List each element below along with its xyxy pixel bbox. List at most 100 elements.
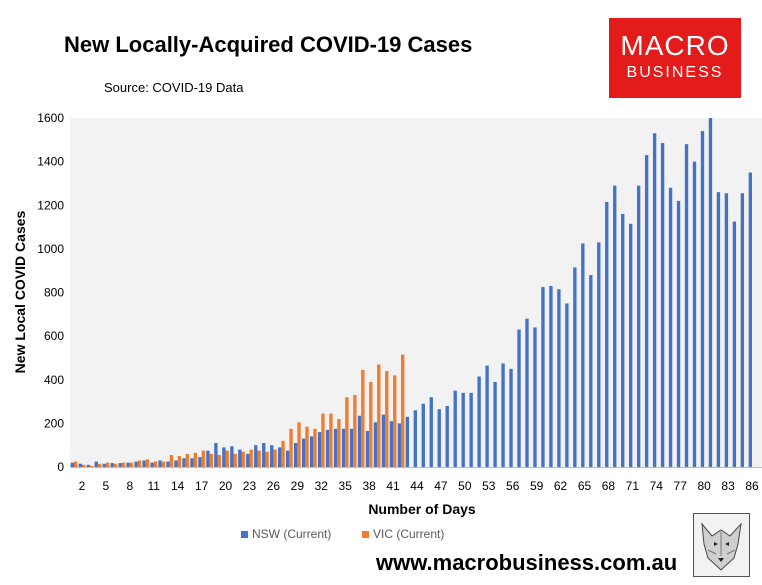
nsw-bar-day-13 (166, 461, 170, 467)
y-tick-label: 1200 (37, 198, 64, 212)
nsw-bar-day-20 (222, 447, 226, 467)
nsw-bar-day-72 (636, 185, 641, 467)
vic-bar-day-18 (209, 453, 213, 467)
nsw-bar-day-8 (126, 462, 130, 467)
nsw-bar-day-31 (309, 436, 314, 467)
legend-label-vic: VIC (Current) (373, 527, 444, 541)
y-tick-label: 1000 (37, 242, 64, 256)
x-tick-label: 77 (674, 479, 688, 493)
x-tick-label: 2 (79, 479, 86, 493)
vic-bar-day-33 (329, 413, 333, 467)
x-tick-label: 50 (458, 479, 472, 493)
wolf-logo-icon (693, 513, 750, 577)
nsw-bar-day-29 (293, 443, 298, 467)
x-axis-label: Number of Days (368, 501, 476, 517)
nsw-bar-day-44 (413, 410, 417, 467)
vic-bar-day-27 (281, 440, 285, 467)
legend-swatch-vic (362, 531, 369, 538)
vic-bar-day-13 (169, 455, 174, 467)
nsw-bar-day-37 (357, 415, 362, 467)
vic-bar-day-41 (393, 375, 397, 467)
nsw-bar-day-65 (581, 243, 585, 467)
nsw-bar-day-9 (134, 461, 138, 467)
nsw-bar-day-73 (644, 155, 649, 467)
chart-source: Source: COVID-19 Data (104, 80, 244, 95)
nsw-bar-day-67 (597, 242, 601, 467)
vic-bar-day-2 (81, 464, 86, 467)
nsw-bar-day-79 (692, 161, 697, 468)
bars (70, 118, 753, 468)
nsw-bar-day-7 (118, 463, 122, 467)
x-tick-label: 80 (697, 479, 711, 493)
vic-bar-day-39 (377, 364, 381, 467)
nsw-bar-day-15 (182, 458, 186, 467)
nsw-bar-day-56 (509, 368, 513, 467)
nsw-bar-day-28 (286, 450, 290, 467)
vic-bar-day-25 (265, 451, 269, 467)
vic-bar-day-42 (401, 354, 405, 467)
nsw-bar-day-43 (405, 416, 410, 467)
x-tick-label: 26 (267, 479, 281, 493)
nsw-bar-day-41 (389, 421, 394, 467)
nsw-bar-day-82 (716, 192, 721, 467)
vic-bar-day-20 (225, 450, 229, 467)
vic-bar-day-3 (89, 465, 94, 467)
vic-bar-day-37 (361, 369, 365, 467)
vic-bar-day-9 (137, 460, 142, 467)
nsw-bar-day-50 (461, 392, 465, 467)
vic-bar-day-14 (177, 456, 182, 467)
nsw-bar-day-38 (365, 431, 370, 467)
nsw-bar-day-14 (174, 460, 178, 467)
vic-bar-day-6 (113, 463, 118, 467)
vic-bar-day-26 (273, 449, 277, 467)
nsw-bar-day-4 (94, 461, 98, 467)
vic-bar-day-7 (121, 462, 126, 467)
nsw-bar-day-35 (341, 428, 346, 467)
x-tick-label: 65 (578, 479, 592, 493)
nsw-bar-day-81 (708, 118, 713, 467)
nsw-bar-day-86 (748, 172, 753, 467)
y-tick-label: 0 (57, 460, 64, 474)
x-tick-label: 41 (386, 479, 400, 493)
nsw-bar-day-71 (629, 223, 633, 467)
x-tick-label: 44 (410, 479, 424, 493)
logo-line-1: MACRO (620, 30, 730, 61)
nsw-bar-day-59 (533, 327, 537, 467)
x-tick-label: 8 (126, 479, 133, 493)
y-tick-label: 1600 (37, 111, 64, 125)
nsw-bar-day-76 (668, 187, 673, 468)
x-tick-label: 17 (195, 479, 209, 493)
nsw-bar-day-42 (397, 423, 402, 468)
nsw-bar-day-23 (246, 453, 250, 467)
vic-bar-day-24 (257, 450, 261, 467)
vic-bar-day-15 (185, 453, 190, 467)
vic-bar-day-28 (289, 428, 293, 467)
nsw-bar-day-53 (485, 365, 489, 467)
vic-bar-day-38 (369, 381, 373, 467)
nsw-bar-day-64 (573, 267, 577, 467)
nsw-bar-day-46 (429, 397, 433, 467)
y-axis-label: New Local COVID Cases (12, 210, 28, 373)
nsw-bar-day-57 (517, 329, 521, 467)
x-tick-label: 23 (243, 479, 257, 493)
x-tick-label: 32 (315, 479, 329, 493)
x-tick-label: 5 (103, 479, 110, 493)
x-tick-label: 14 (171, 479, 185, 493)
vic-bar-day-17 (201, 450, 205, 467)
nsw-bar-day-66 (589, 275, 593, 467)
vic-bar-day-11 (153, 461, 158, 467)
nsw-bar-day-32 (317, 432, 322, 467)
nsw-bar-day-17 (198, 457, 202, 467)
nsw-bar-day-47 (437, 409, 441, 467)
nsw-bar-day-27 (278, 447, 282, 467)
nsw-bar-day-70 (621, 213, 625, 467)
nsw-bar-day-78 (684, 144, 689, 467)
nsw-bar-day-21 (230, 446, 234, 467)
nsw-bar-day-74 (652, 133, 657, 467)
x-tick-label: 68 (602, 479, 616, 493)
macrobusiness-logo: MACRO BUSINESS (609, 18, 741, 98)
nsw-bar-day-49 (453, 390, 457, 467)
nsw-bar-day-33 (325, 429, 330, 467)
vic-bar-day-4 (97, 463, 102, 467)
